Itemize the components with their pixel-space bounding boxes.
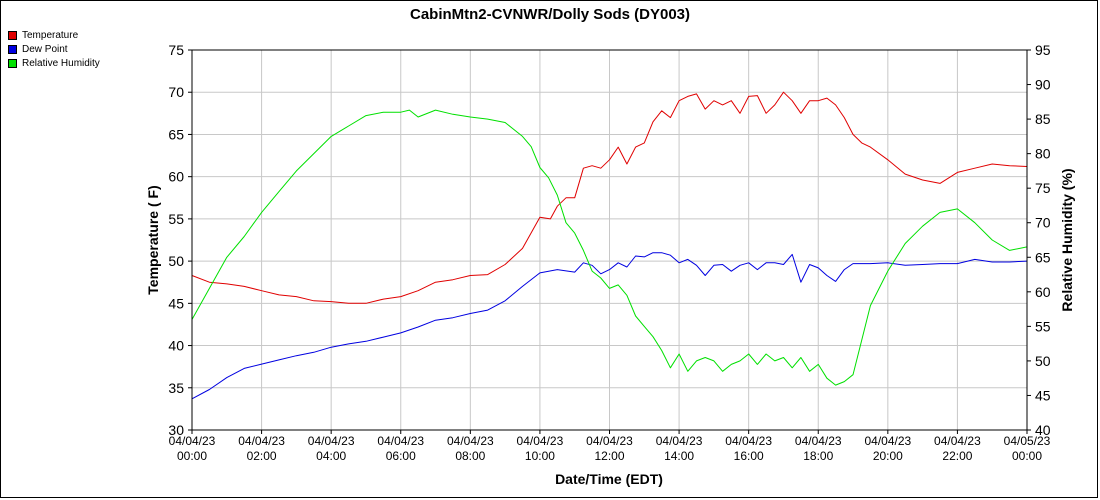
x-tick-label-time: 04:00: [316, 449, 346, 463]
x-tick-label-date: 04/04/23: [934, 434, 981, 448]
y-axis-left-ticks: 30 35 40 45 50 55 60 65 70 75: [168, 42, 192, 438]
x-tick-label-time: 16:00: [734, 449, 764, 463]
x-tick-label-time: 00:00: [1012, 449, 1042, 463]
y-tick-label-right: 90: [1035, 77, 1051, 93]
x-tick-label-date: 04/05/23: [1004, 434, 1051, 448]
x-tick-label-time: 22:00: [942, 449, 972, 463]
x-tick-label-date: 04/04/23: [864, 434, 911, 448]
y-axis-right-label: Relative Humidity (%): [1059, 168, 1075, 311]
y-tick-label-right: 45: [1035, 387, 1051, 403]
y-axis-right-ticks: 40 45 50 55 60 65 70 75 80 85 90 95: [1027, 42, 1051, 438]
y-tick-label-left: 35: [168, 380, 184, 396]
y-tick-label-right: 55: [1035, 318, 1051, 334]
y-tick-label-right: 65: [1035, 249, 1051, 265]
y-tick-label-right: 60: [1035, 284, 1051, 300]
legend-item-temperature: Temperature: [8, 28, 100, 42]
y-tick-label-right: 85: [1035, 111, 1051, 127]
y-tick-label-right: 75: [1035, 180, 1051, 196]
x-tick-label-date: 04/04/23: [517, 434, 564, 448]
x-axis-label: Date/Time (EDT): [555, 471, 663, 487]
legend-swatch-temperature: [8, 30, 17, 40]
x-tick-label-time: 06:00: [386, 449, 416, 463]
x-tick-label-date: 04/04/23: [795, 434, 842, 448]
x-tick-label-time: 08:00: [455, 449, 485, 463]
y-tick-label-left: 50: [168, 253, 184, 269]
x-tick-label-date: 04/04/23: [586, 434, 633, 448]
legend-item-relative-humidity: Relative Humidity: [8, 56, 100, 70]
x-tick-label-date: 04/04/23: [725, 434, 772, 448]
y-tick-label-right: 95: [1035, 42, 1051, 58]
x-tick-label-time: 14:00: [664, 449, 694, 463]
x-tick-label-time: 18:00: [803, 449, 833, 463]
y-tick-label-right: 50: [1035, 353, 1051, 369]
plot-area-border: [191, 49, 1028, 431]
legend-swatch-dew-point: [8, 44, 17, 54]
legend-item-dew-point: Dew Point: [8, 42, 100, 56]
x-tick-label-date: 04/04/23: [238, 434, 285, 448]
series-lines: [191, 91, 1028, 400]
chart-title: CabinMtn2-CVNWR/Dolly Sods (DY003): [410, 6, 690, 23]
chart-legend: Temperature Dew Point Relative Humidity: [8, 28, 100, 70]
x-tick-label-time: 12:00: [594, 449, 624, 463]
y-tick-label-left: 55: [168, 211, 184, 227]
x-tick-label-time: 00:00: [177, 449, 207, 463]
legend-label-relative-humidity: Relative Humidity: [22, 57, 100, 69]
y-tick-label-right: 70: [1035, 215, 1051, 231]
legend-label-temperature: Temperature: [22, 29, 79, 41]
y-tick-label-left: 40: [168, 338, 184, 354]
series-line-relative-humidity: [191, 109, 1028, 386]
y-tick-label-left: 75: [168, 42, 184, 58]
x-tick-label-date: 04/04/23: [447, 434, 494, 448]
y-tick-label-left: 70: [168, 84, 184, 100]
x-tick-label-date: 04/04/23: [308, 434, 355, 448]
x-tick-label-time: 20:00: [873, 449, 903, 463]
y-tick-label-left: 45: [168, 295, 184, 311]
series-line-dew-point: [191, 252, 1028, 400]
legend-label-dew-point: Dew Point: [22, 43, 68, 55]
x-tick-label-time: 10:00: [525, 449, 555, 463]
y-tick-label-right: 40: [1035, 422, 1051, 438]
x-tick-label-date: 04/04/23: [656, 434, 703, 448]
legend-swatch-relative-humidity: [8, 58, 17, 68]
y-tick-label-right: 80: [1035, 146, 1051, 162]
x-axis-ticks: 04/04/2300:0004/04/2302:0004/04/2304:000…: [169, 430, 1051, 463]
x-tick-label-date: 04/04/23: [169, 434, 216, 448]
x-tick-label-time: 02:00: [247, 449, 277, 463]
y-tick-label-left: 30: [168, 422, 184, 438]
grid: [191, 49, 1028, 431]
y-tick-label-left: 65: [168, 126, 184, 142]
y-tick-label-left: 60: [168, 169, 184, 185]
x-tick-label-date: 04/04/23: [377, 434, 424, 448]
y-axis-left-label: Temperature ( F): [145, 185, 161, 294]
series-line-temperature: [191, 91, 1028, 304]
